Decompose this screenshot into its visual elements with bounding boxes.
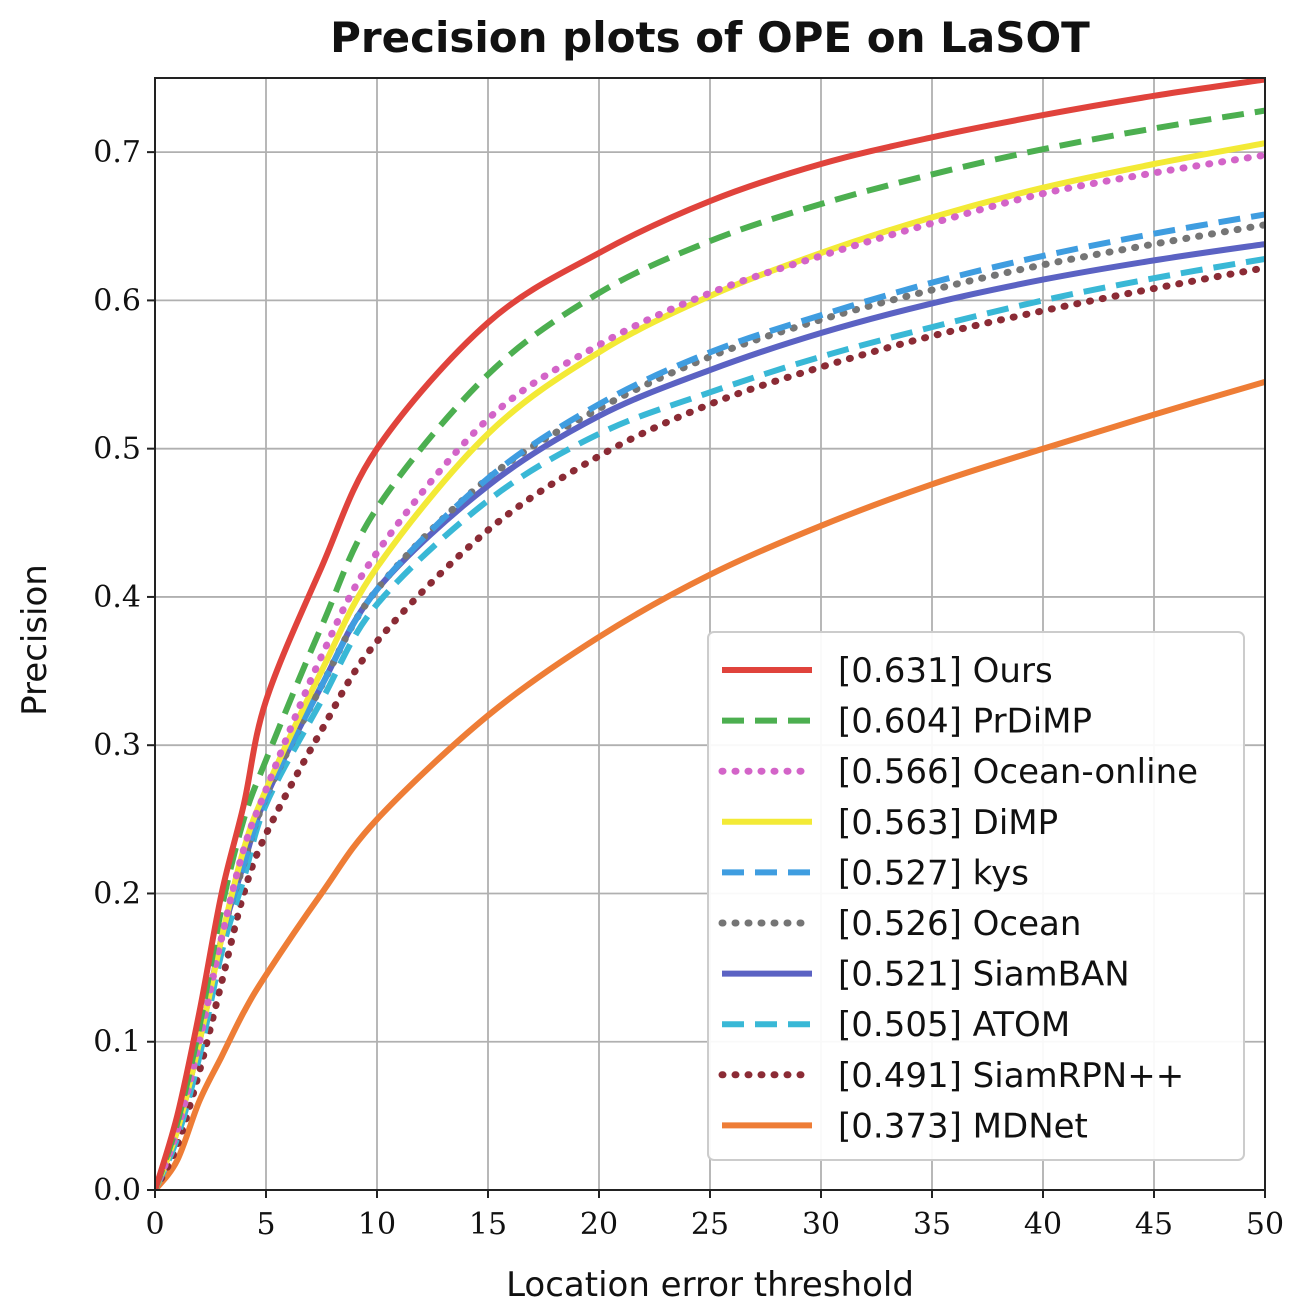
legend-label-kys: [0.527] kys <box>838 853 1029 893</box>
x-tick-label: 50 <box>1246 1207 1284 1242</box>
legend-label-ours: [0.631] Ours <box>838 651 1053 691</box>
x-tick-label: 40 <box>1024 1207 1062 1242</box>
tick-layer: 0 5 10 15 20 25 30 35 40 45 50 0.0 0.1 0.2 0.3 0.4 0.5 0.… <box>93 135 1284 1242</box>
y-tick-label: 0.3 <box>93 728 141 763</box>
y-tick-label: 0.4 <box>93 580 141 615</box>
x-tick-label: 10 <box>358 1207 396 1242</box>
x-axis-label: Location error threshold <box>506 1265 914 1305</box>
legend-box <box>707 631 1245 1161</box>
series-line-ours <box>155 78 1265 1190</box>
x-tick-label: 45 <box>1135 1207 1173 1242</box>
y-tick-label: 0.6 <box>93 283 141 318</box>
legend-label-ocean: [0.526] Ocean <box>838 904 1081 944</box>
x-tick-label: 5 <box>256 1207 275 1242</box>
series-line-ocean-online <box>155 151 1265 1190</box>
legend-label-prdimp: [0.604] PrDiMP <box>838 702 1092 742</box>
y-tick-label: 0.5 <box>93 432 141 467</box>
legend-label-siamban: [0.521] SiamBAN <box>838 955 1130 995</box>
x-tick-label: 35 <box>913 1207 951 1242</box>
x-tick-label: 20 <box>580 1207 618 1242</box>
legend-label-siamrpn: [0.491] SiamRPN++ <box>838 1056 1184 1096</box>
y-tick-label: 0.0 <box>93 1173 141 1208</box>
legend-label-atom: [0.505] ATOM <box>838 1005 1070 1045</box>
x-tick-label: 15 <box>469 1207 507 1242</box>
y-axis-label: Precision <box>15 564 55 716</box>
series-line-siamrpn <box>155 264 1265 1190</box>
x-tick-label: 0 <box>145 1207 164 1242</box>
legend-label-ocean-online: [0.566] Ocean-online <box>838 752 1198 792</box>
x-tick-label: 30 <box>802 1207 840 1242</box>
y-tick-label: 0.7 <box>93 135 141 170</box>
legend: [0.631] Ours [0.604] PrDiMP [0.566] Ocean-… <box>707 631 1245 1161</box>
chart-title: Precision plots of OPE on LaSOT <box>330 13 1090 62</box>
series-layer <box>155 78 1265 1190</box>
series-line-atom <box>155 255 1265 1190</box>
series-line-mdnet <box>155 379 1265 1190</box>
legend-label-mdnet: [0.373] MDNet <box>838 1106 1088 1146</box>
y-tick-label: 0.2 <box>93 876 141 911</box>
y-tick-label: 0.1 <box>93 1025 141 1060</box>
x-tick-label: 25 <box>691 1207 729 1242</box>
legend-label-dimp: [0.563] DiMP <box>838 803 1058 843</box>
